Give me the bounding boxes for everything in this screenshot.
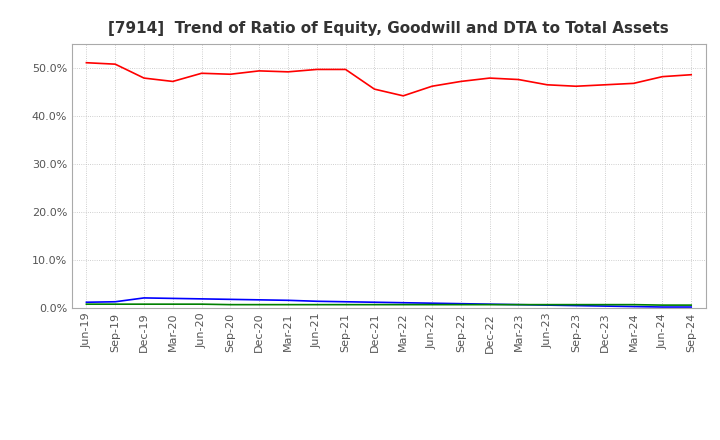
Goodwill [82, 300, 91, 305]
Deferred Tax Assets [514, 302, 523, 307]
Equity [572, 84, 580, 89]
Equity [312, 67, 321, 72]
Deferred Tax Assets [543, 302, 552, 307]
Goodwill [543, 302, 552, 308]
Goodwill [197, 296, 206, 301]
Goodwill [399, 300, 408, 305]
Goodwill [312, 299, 321, 304]
Equity [284, 69, 292, 74]
Deferred Tax Assets [341, 302, 350, 307]
Deferred Tax Assets [629, 302, 638, 307]
Deferred Tax Assets [370, 302, 379, 307]
Goodwill [341, 299, 350, 304]
Equity [370, 87, 379, 92]
Deferred Tax Assets [140, 301, 148, 307]
Goodwill [284, 298, 292, 303]
Equity [600, 82, 609, 88]
Equity [341, 67, 350, 72]
Deferred Tax Assets [687, 302, 696, 308]
Deferred Tax Assets [312, 302, 321, 307]
Equity [226, 72, 235, 77]
Deferred Tax Assets [284, 302, 292, 307]
Deferred Tax Assets [456, 302, 465, 307]
Deferred Tax Assets [399, 302, 408, 307]
Deferred Tax Assets [600, 302, 609, 307]
Deferred Tax Assets [82, 301, 91, 307]
Goodwill [629, 304, 638, 309]
Goodwill [255, 297, 264, 302]
Line: Goodwill: Goodwill [86, 298, 691, 307]
Equity [168, 79, 177, 84]
Deferred Tax Assets [658, 302, 667, 308]
Goodwill [514, 302, 523, 307]
Goodwill [600, 304, 609, 309]
Equity [514, 77, 523, 82]
Equity [687, 72, 696, 77]
Goodwill [485, 301, 494, 307]
Equity [399, 93, 408, 99]
Goodwill [658, 304, 667, 310]
Equity [485, 75, 494, 81]
Goodwill [572, 303, 580, 308]
Goodwill [428, 301, 436, 306]
Equity [629, 81, 638, 86]
Line: Equity: Equity [86, 63, 691, 96]
Equity [197, 71, 206, 76]
Equity [111, 62, 120, 67]
Goodwill [226, 297, 235, 302]
Deferred Tax Assets [197, 301, 206, 307]
Goodwill [168, 296, 177, 301]
Goodwill [687, 304, 696, 310]
Equity [456, 79, 465, 84]
Line: Deferred Tax Assets: Deferred Tax Assets [86, 304, 691, 305]
Deferred Tax Assets [572, 302, 580, 307]
Deferred Tax Assets [168, 301, 177, 307]
Deferred Tax Assets [428, 302, 436, 307]
Deferred Tax Assets [226, 302, 235, 307]
Equity [255, 68, 264, 73]
Equity [543, 82, 552, 88]
Deferred Tax Assets [111, 301, 120, 307]
Equity [428, 84, 436, 89]
Equity [658, 74, 667, 79]
Deferred Tax Assets [255, 302, 264, 307]
Goodwill [111, 299, 120, 304]
Goodwill [140, 295, 148, 301]
Equity [140, 75, 148, 81]
Equity [82, 60, 91, 66]
Title: [7914]  Trend of Ratio of Equity, Goodwill and DTA to Total Assets: [7914] Trend of Ratio of Equity, Goodwil… [109, 21, 669, 36]
Goodwill [370, 300, 379, 305]
Goodwill [456, 301, 465, 306]
Deferred Tax Assets [485, 302, 494, 307]
